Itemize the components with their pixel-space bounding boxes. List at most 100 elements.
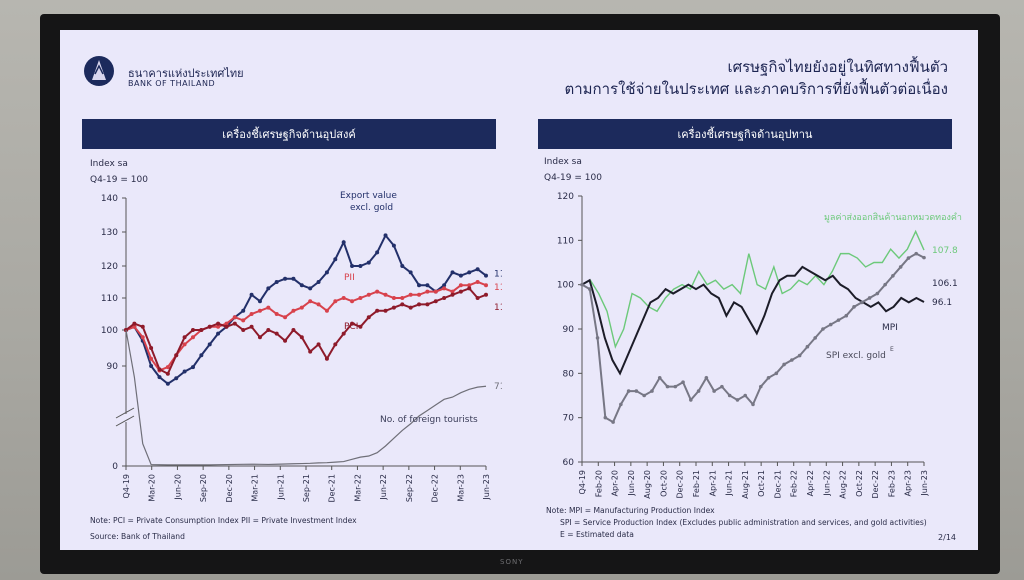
right-series-point-spi xyxy=(626,389,631,393)
left-series-point-pii xyxy=(216,324,221,329)
bank-name-thai: ธนาคารแห่งประเทศไทย xyxy=(128,67,244,80)
right-label-mpi: MPI xyxy=(882,323,898,333)
right-series-point-spi xyxy=(743,393,748,398)
left-axis-break-mark xyxy=(115,415,135,427)
right-series-point-spi xyxy=(898,265,903,269)
right-series-point-spi xyxy=(704,375,709,380)
left-series-point-pci xyxy=(232,321,237,326)
left-series-point-pci xyxy=(299,335,304,340)
left-series-point-pci xyxy=(199,328,204,332)
left-series-point-pii xyxy=(324,308,329,313)
left-source: Source: Bank of Thailand xyxy=(90,532,185,541)
left-series-point-export xyxy=(450,270,455,275)
left-series-point-pci xyxy=(165,371,170,376)
left-series-point-pii xyxy=(232,315,237,320)
left-series-point-pii xyxy=(467,283,472,288)
left-series-point-pci xyxy=(324,356,329,361)
right-xtick-label: Aug-20 xyxy=(643,470,652,499)
left-series-point-export xyxy=(157,375,162,380)
right-xtick-label: Aug-22 xyxy=(839,470,848,499)
right-xtick-label: Feb-20 xyxy=(594,470,603,497)
right-series-line-exports_goods xyxy=(581,229,925,349)
left-series-point-pci xyxy=(190,328,195,332)
left-xtick-label: Sep-21 xyxy=(302,474,311,502)
demand-chart-banner: เครื่องชี้เศรษฐกิจด้านอุปสงค์ xyxy=(82,119,496,149)
right-series-point-spi xyxy=(782,362,786,367)
left-series-point-pii xyxy=(132,324,137,329)
left-series-point-pii xyxy=(299,305,304,310)
left-series-point-pci xyxy=(475,296,480,300)
right-end-label-spi: 106.1 xyxy=(932,279,958,289)
right-ylabel-line2: Q4-19 = 100 xyxy=(544,173,602,183)
left-footnote: Note: PCI = Private Consumption Index PI… xyxy=(90,516,357,525)
left-series-point-pii xyxy=(366,292,371,297)
left-ytick-label: 0 xyxy=(112,462,118,472)
left-series-point-pii xyxy=(241,318,246,323)
left-xtick-label: Sep-20 xyxy=(199,474,208,502)
right-xtick-label: Feb-21 xyxy=(692,470,701,497)
right-xtick-label: Jun-23 xyxy=(920,470,929,497)
left-series-point-export xyxy=(249,292,254,297)
right-series-point-spi xyxy=(665,384,670,389)
left-series-point-export xyxy=(216,331,221,336)
slide-title-line1: เศรษฐกิจไทยยังอยู่ในทิศทางฟื้นตัว xyxy=(727,58,948,76)
right-series-point-spi xyxy=(758,384,763,389)
left-series-point-pci xyxy=(216,321,221,326)
left-series-point-pci xyxy=(333,342,338,347)
right-ytick-label: 110 xyxy=(557,236,574,246)
left-xtick-label: Mar-21 xyxy=(251,474,260,502)
right-series-point-spi xyxy=(580,282,584,287)
left-series-point-export xyxy=(324,270,329,275)
right-series-point-spi xyxy=(650,389,654,393)
left-xtick-label: Dec-20 xyxy=(225,474,234,503)
left-series-point-pci xyxy=(375,308,380,313)
left-series-point-pii xyxy=(291,308,296,313)
right-xtick-label: Apr-23 xyxy=(904,470,913,496)
left-series-point-pci xyxy=(408,305,413,310)
left-xtick-label: Mar-23 xyxy=(456,474,465,502)
left-end-label-pii: 114.5 xyxy=(494,283,502,293)
right-xtick-label: Apr-22 xyxy=(806,470,815,496)
left-axis-break-gap xyxy=(116,414,136,422)
right-series-point-spi xyxy=(766,375,771,380)
left-series-point-pii xyxy=(283,315,288,320)
right-series-point-spi xyxy=(821,327,825,331)
left-series-point-pci xyxy=(283,338,288,343)
left-end-label-export: 117.2 xyxy=(494,270,502,280)
right-xtick-label: Apr-20 xyxy=(611,470,620,496)
right-ytick-label: 70 xyxy=(563,414,575,424)
right-xtick-label: Dec-21 xyxy=(773,470,782,499)
right-xtick-label: Feb-22 xyxy=(790,470,799,497)
left-xtick-label: Dec-22 xyxy=(431,474,440,503)
left-series-point-export xyxy=(408,270,413,275)
left-series-point-export xyxy=(190,365,195,370)
left-series-point-export xyxy=(299,283,304,288)
left-series-point-pci xyxy=(224,324,229,329)
right-series-point-spi xyxy=(805,344,810,349)
left-series-point-pci xyxy=(433,299,438,304)
right-series-point-spi xyxy=(681,380,685,384)
left-series-point-pci xyxy=(425,302,430,307)
right-series-point-spi xyxy=(673,384,678,389)
right-label-spi: SPI excl. gold xyxy=(826,351,886,361)
left-series-point-pci xyxy=(140,324,145,329)
left-series-line-tourists xyxy=(125,329,487,466)
left-series-line-export xyxy=(125,233,487,386)
right-ytick-label: 60 xyxy=(563,458,575,468)
left-series-point-pci xyxy=(458,289,463,294)
left-series-point-pci xyxy=(249,324,254,329)
presentation-slide: ธนาคารแห่งประเทศไทย BANK OF THAILAND เศร… xyxy=(60,30,978,550)
left-series-point-pii xyxy=(333,299,338,304)
right-ytick-label: 100 xyxy=(557,281,574,291)
right-end-label-exports_goods: 107.8 xyxy=(932,246,958,256)
left-series-point-export xyxy=(333,257,338,262)
right-end-label-mpi: 96.1 xyxy=(932,298,952,308)
right-xtick-label: Aug-21 xyxy=(741,470,750,499)
left-series-point-export xyxy=(283,276,288,281)
left-series-point-export xyxy=(366,260,371,265)
left-series-point-pci xyxy=(467,286,472,291)
left-label-export-line1: Export value xyxy=(340,191,397,201)
right-xtick-label: Oct-20 xyxy=(659,470,668,497)
right-series-point-spi xyxy=(860,300,864,305)
right-series-point-spi xyxy=(634,389,639,393)
